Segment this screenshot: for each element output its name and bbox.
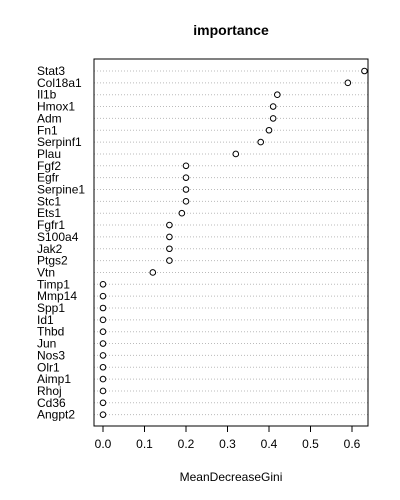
variable-label: Col18a1 xyxy=(37,76,82,90)
variable-label: Vtn xyxy=(37,265,55,279)
variable-label: Cd36 xyxy=(37,396,66,410)
x-tick-label: 0.2 xyxy=(178,437,195,451)
x-tick-label: 0.6 xyxy=(344,437,361,451)
data-point xyxy=(265,126,273,134)
variable-label: Id1 xyxy=(37,313,54,327)
x-tick-label: 0.3 xyxy=(219,437,236,451)
data-point xyxy=(344,79,352,87)
data-point xyxy=(99,352,107,359)
data-point xyxy=(257,138,265,146)
variable-label: Timp1 xyxy=(37,277,70,291)
x-axis: 0.0 0.1 0.2 0.3 0.4 0.5 0.6 xyxy=(95,425,361,451)
data-point xyxy=(166,257,173,264)
variable-label: Angpt2 xyxy=(37,408,75,422)
variable-label: Il1b xyxy=(37,88,57,102)
variable-label: Stat3 xyxy=(37,64,65,78)
variable-label: Plau xyxy=(37,147,61,161)
variable-label: Aimp1 xyxy=(37,372,71,386)
data-point xyxy=(178,209,186,217)
variable-label: Adm xyxy=(37,111,62,125)
data-point xyxy=(166,221,173,229)
variable-label: Jun xyxy=(37,337,56,351)
chart-title: importance xyxy=(193,22,269,38)
variable-label: Fgf2 xyxy=(37,159,61,173)
variable-label: Hmox1 xyxy=(37,100,75,114)
data-point xyxy=(269,115,277,122)
data-point xyxy=(274,91,281,98)
x-tick-label: 0.5 xyxy=(302,437,319,451)
variable-label: Nos3 xyxy=(37,348,65,362)
variable-label: Ptgs2 xyxy=(37,254,68,268)
variable-label: Mmp14 xyxy=(37,289,77,303)
variable-label: Stc1 xyxy=(37,194,61,208)
grid-lines xyxy=(94,70,368,416)
data-point xyxy=(99,316,107,324)
data-point xyxy=(166,245,173,253)
data-point xyxy=(99,292,107,300)
variable-label: S100a4 xyxy=(37,230,79,244)
data-point xyxy=(182,162,190,170)
variable-label: Spp1 xyxy=(37,301,65,315)
data-point xyxy=(232,150,240,158)
variable-label: Serpinf1 xyxy=(37,135,82,149)
data-point xyxy=(182,174,190,181)
data-point xyxy=(182,186,190,193)
plot-frame xyxy=(93,58,369,427)
variable-label: Fgfr1 xyxy=(37,218,65,232)
data-point xyxy=(149,269,157,276)
data-point xyxy=(99,387,107,395)
data-point xyxy=(182,198,190,205)
variable-label: Jak2 xyxy=(37,242,63,256)
variable-label: Olr1 xyxy=(37,360,60,374)
data-point xyxy=(361,67,368,75)
variable-labels: Stat3Col18a1Il1bHmox1AdmFn1Serpinf1PlauF… xyxy=(37,64,85,422)
data-point xyxy=(99,340,107,347)
data-point xyxy=(269,103,277,110)
data-point xyxy=(99,304,107,312)
data-point xyxy=(99,375,107,383)
x-tick-label: 0.1 xyxy=(136,437,153,451)
data-point xyxy=(99,281,107,288)
data-point xyxy=(99,328,107,336)
variable-label: Serpine1 xyxy=(37,183,85,197)
variable-label: Egfr xyxy=(37,171,59,185)
variable-label: Fn1 xyxy=(37,123,58,137)
data-points xyxy=(99,67,368,418)
variable-label: Ets1 xyxy=(37,206,61,220)
x-tick-label: 0.4 xyxy=(261,437,278,451)
x-axis-label: MeanDecreaseGini xyxy=(180,470,283,484)
variable-label: Rhoj xyxy=(37,384,62,398)
data-point xyxy=(166,233,173,241)
data-point xyxy=(99,399,107,407)
data-point xyxy=(99,411,107,418)
data-point xyxy=(99,363,107,371)
variable-label: Thbd xyxy=(37,325,64,339)
x-tick-label: 0.0 xyxy=(95,437,112,451)
